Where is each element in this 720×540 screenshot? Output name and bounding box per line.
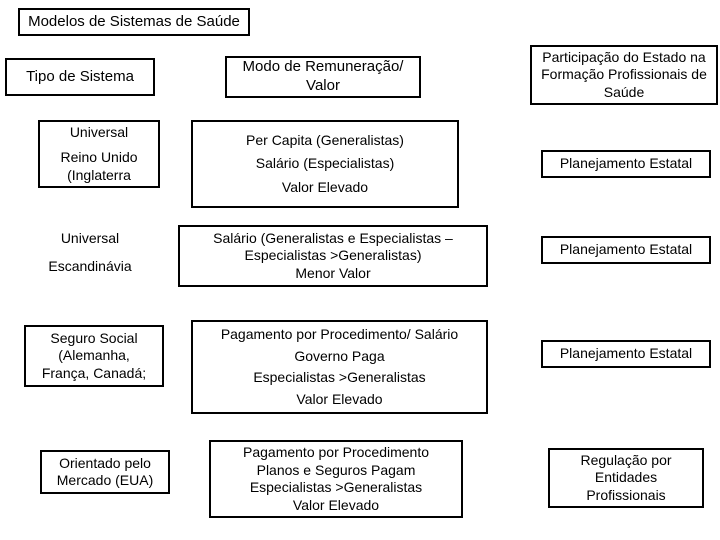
row1-col1-line1: Universal (70, 124, 128, 142)
row4-col2-line3: Especialistas >Generalistas (250, 479, 422, 497)
row1-col1-line2: Reino Unido (Inglaterra (48, 149, 150, 184)
header-col1: Tipo de Sistema (5, 58, 155, 96)
header-col3-text: Participação do Estado na Formação Profi… (540, 49, 708, 102)
row1-col2-line1: Per Capita (Generalistas) (246, 132, 404, 150)
header-col1-text: Tipo de Sistema (26, 68, 134, 87)
row4-col2-line2: Planos e Seguros Pagam (257, 462, 416, 480)
row2-col3: Planejamento Estatal (541, 236, 711, 264)
row1-col2-line2: Salário (Especialistas) (256, 155, 395, 173)
row1-col2-line3: Valor Elevado (282, 179, 368, 197)
title-text: Modelos de Sistemas de Saúde (28, 13, 240, 32)
row2-col2-line2: Menor Valor (295, 265, 370, 283)
row4-col2: Pagamento por Procedimento Planos e Segu… (209, 440, 463, 518)
row3-col2-line4: Valor Elevado (296, 391, 382, 409)
row2-col1-line1: Universal (24, 230, 156, 248)
row4-col3-text: Regulação por Entidades Profissionais (558, 452, 694, 505)
header-col2: Modo de Remuneração/ Valor (225, 56, 421, 98)
row2-col2-line1: Salário (Generalistas e Especialistas – … (188, 230, 478, 265)
row3-col2-line2: Governo Paga (294, 348, 384, 366)
row1-col3: Planejamento Estatal (541, 150, 711, 178)
row4-col2-line1: Pagamento por Procedimento (243, 444, 429, 462)
row3-col3-text: Planejamento Estatal (560, 345, 692, 363)
row4-col2-line4: Valor Elevado (293, 497, 379, 515)
row2-col2: Salário (Generalistas e Especialistas – … (178, 225, 488, 287)
row4-col1: Orientado pelo Mercado (EUA) (40, 450, 170, 494)
row2-col3-text: Planejamento Estatal (560, 241, 692, 259)
row4-col1-text: Orientado pelo Mercado (EUA) (50, 455, 160, 490)
row3-col2: Pagamento por Procedimento/ Salário Gove… (191, 320, 488, 414)
row3-col3: Planejamento Estatal (541, 340, 711, 368)
row1-col1: Universal Reino Unido (Inglaterra (38, 120, 160, 188)
row3-col2-line1: Pagamento por Procedimento/ Salário (221, 326, 458, 344)
row2-col1-line2: Escandinávia (24, 258, 156, 276)
header-col3: Participação do Estado na Formação Profi… (530, 45, 718, 105)
row1-col2: Per Capita (Generalistas) Salário (Espec… (191, 120, 459, 208)
title-box: Modelos de Sistemas de Saúde (18, 8, 250, 36)
row4-col3: Regulação por Entidades Profissionais (548, 448, 704, 508)
row1-col3-text: Planejamento Estatal (560, 155, 692, 173)
row3-col1-text: Seguro Social (Alemanha, França, Canadá; (34, 330, 154, 383)
row3-col2-line3: Especialistas >Generalistas (253, 369, 425, 387)
row2-col1: Universal Escandinávia (24, 230, 156, 280)
row3-col1: Seguro Social (Alemanha, França, Canadá; (24, 325, 164, 387)
header-col2-text: Modo de Remuneração/ Valor (235, 58, 411, 96)
